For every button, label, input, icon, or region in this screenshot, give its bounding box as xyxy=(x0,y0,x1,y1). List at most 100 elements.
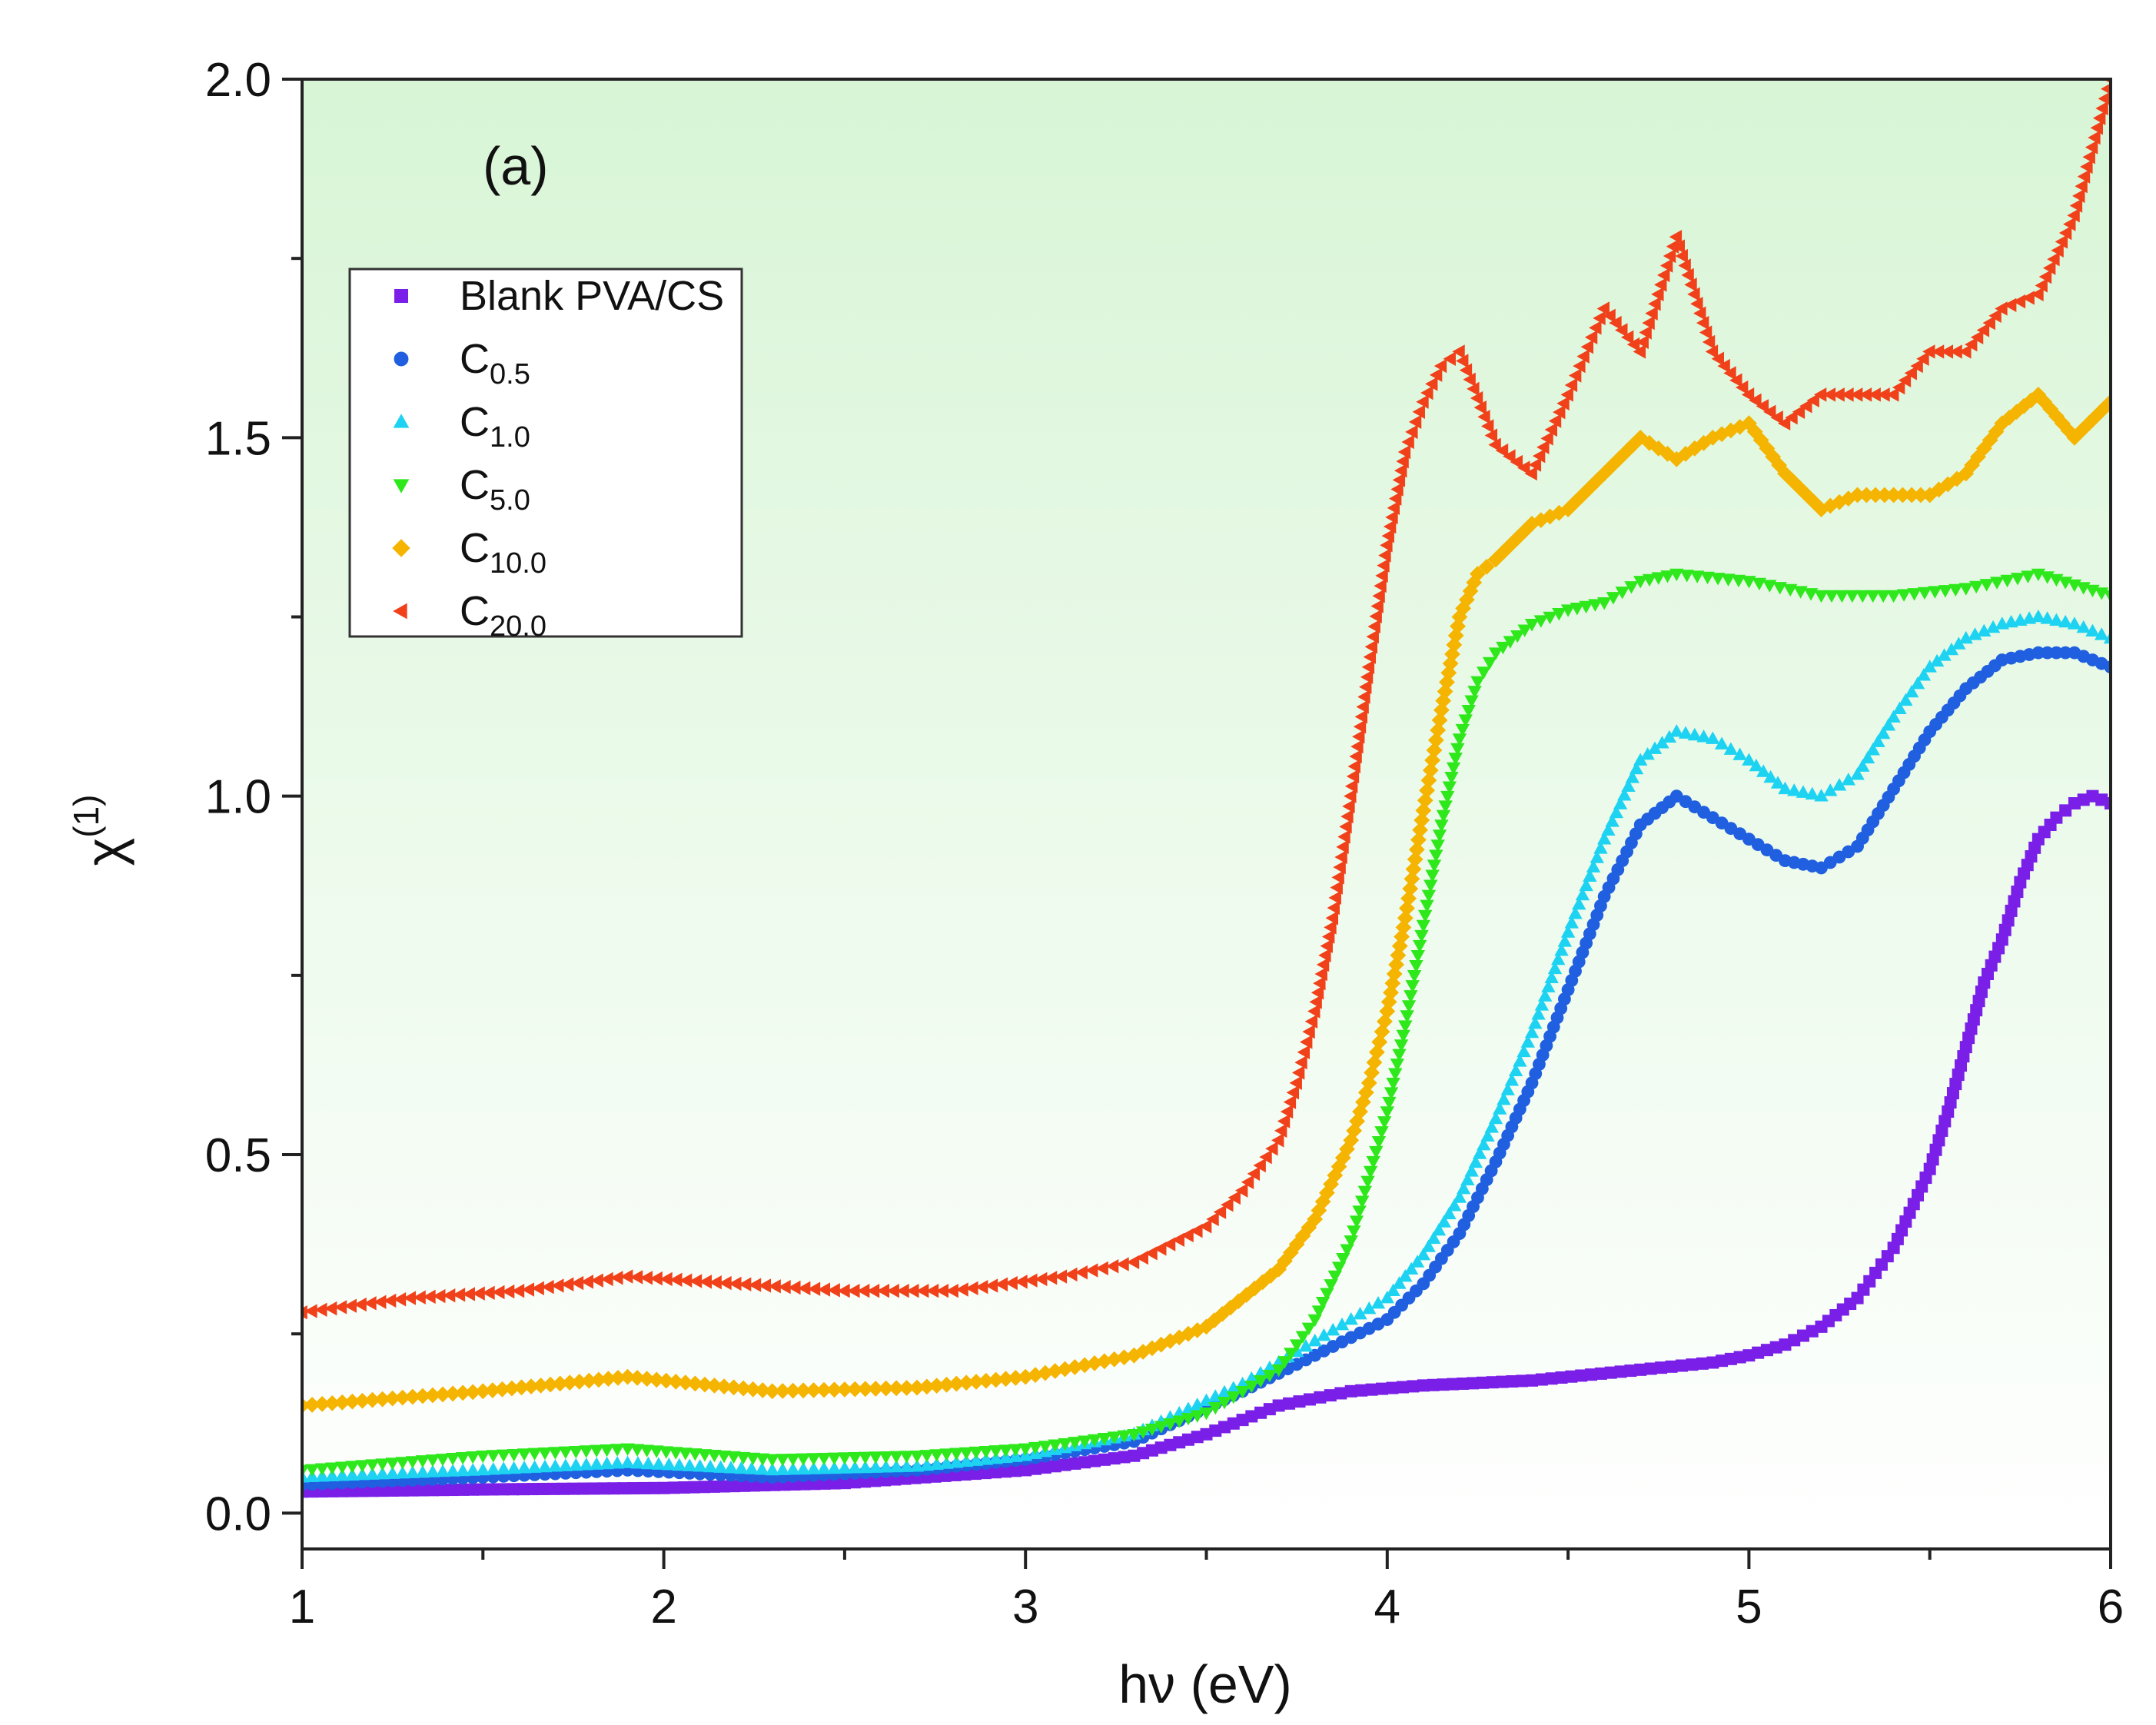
data-point xyxy=(659,1446,673,1459)
data-point xyxy=(707,1480,720,1493)
data-point xyxy=(1418,909,1433,923)
data-point xyxy=(1241,1175,1254,1189)
data-point xyxy=(1922,487,1938,504)
data-point xyxy=(1594,1367,1607,1380)
data-point xyxy=(647,1481,660,1494)
data-point xyxy=(1464,1164,1479,1177)
data-point xyxy=(1369,609,1382,623)
data-point xyxy=(1552,608,1566,621)
data-point xyxy=(713,1460,728,1473)
data-point xyxy=(1551,952,1566,966)
data-point xyxy=(1624,1364,1637,1378)
data-point xyxy=(492,1285,505,1300)
data-point xyxy=(1344,789,1357,803)
data-point xyxy=(1227,1190,1241,1205)
data-point xyxy=(1506,1375,1519,1388)
data-point xyxy=(1125,1347,1142,1364)
data-point xyxy=(1135,1250,1148,1265)
data-point xyxy=(1556,396,1570,410)
data-point xyxy=(1988,424,2005,440)
data-point xyxy=(394,1389,411,1406)
data-point xyxy=(778,1279,791,1295)
data-point xyxy=(1007,1370,1024,1386)
data-point xyxy=(1352,1103,1368,1120)
data-point xyxy=(590,1444,604,1458)
data-point xyxy=(1437,1378,1450,1391)
data-point xyxy=(1910,676,1925,690)
data-point xyxy=(375,1458,390,1471)
data-point xyxy=(1560,387,1573,402)
data-point xyxy=(2067,208,2080,223)
data-point xyxy=(1262,1370,1277,1383)
data-point xyxy=(579,1445,593,1458)
data-point xyxy=(1230,1293,1247,1310)
data-point xyxy=(1840,490,1857,507)
data-point xyxy=(1463,372,1476,387)
data-point xyxy=(2101,83,2111,95)
data-point xyxy=(1586,859,1601,872)
data-point xyxy=(1979,579,1994,592)
data-point xyxy=(1502,537,1519,553)
legend-entry: C1.0 xyxy=(393,399,530,454)
y-axis-title-sup: (1) xyxy=(66,795,106,838)
data-point xyxy=(1037,1364,1054,1381)
data-point xyxy=(335,1461,350,1474)
data-point xyxy=(1508,1063,1523,1077)
series-0 xyxy=(302,789,2111,1498)
data-point xyxy=(1678,726,1693,739)
data-point xyxy=(1433,702,1450,719)
data-point xyxy=(1596,832,1612,845)
data-point xyxy=(1770,410,1783,425)
data-point xyxy=(1488,647,1503,660)
data-point xyxy=(2055,234,2068,249)
data-point xyxy=(1484,1120,1499,1133)
data-point xyxy=(1333,859,1346,875)
data-point xyxy=(1366,1054,1383,1071)
data-point xyxy=(314,1463,330,1476)
data-point xyxy=(467,1483,480,1496)
data-point xyxy=(2066,429,2083,446)
data-point xyxy=(1581,480,1598,497)
data-point xyxy=(1068,1437,1082,1450)
data-point xyxy=(1377,1013,1393,1030)
data-point xyxy=(998,1444,1013,1457)
data-point xyxy=(1813,387,1827,402)
data-point xyxy=(395,1457,410,1470)
data-point xyxy=(1579,600,1593,614)
data-point xyxy=(386,1484,399,1497)
data-point xyxy=(452,1288,466,1302)
data-point xyxy=(726,1379,742,1396)
data-point xyxy=(1770,776,1786,789)
data-point xyxy=(365,1467,380,1480)
data-point xyxy=(1217,1384,1232,1398)
data-point xyxy=(1105,1259,1119,1274)
data-point xyxy=(1531,1007,1546,1020)
data-point xyxy=(1370,599,1384,613)
data-point xyxy=(649,1445,664,1458)
data-point xyxy=(435,1454,450,1467)
data-point xyxy=(334,1300,347,1315)
data-point xyxy=(1057,1361,1073,1378)
data-point xyxy=(455,1452,470,1465)
data-point xyxy=(1629,761,1644,775)
data-point xyxy=(2035,278,2048,293)
data-point xyxy=(1596,597,1612,610)
data-point xyxy=(1198,1219,1212,1234)
data-point xyxy=(1554,943,1569,956)
data-point xyxy=(1431,1223,1447,1236)
data-point xyxy=(2103,590,2111,603)
data-point xyxy=(968,1374,985,1390)
data-point xyxy=(374,1295,387,1309)
data-point xyxy=(1867,487,1884,504)
data-point xyxy=(1009,1464,1022,1477)
data-point xyxy=(1400,890,1417,907)
data-point xyxy=(1466,574,1483,591)
data-point xyxy=(1785,410,1798,425)
legend-label: C0.5 xyxy=(460,336,530,391)
series-2 xyxy=(302,609,2111,1483)
data-point xyxy=(1005,1275,1018,1291)
data-point xyxy=(1803,588,1819,601)
data-point xyxy=(1560,501,1576,518)
data-point xyxy=(2098,91,2111,106)
data-point xyxy=(1068,1457,1081,1470)
